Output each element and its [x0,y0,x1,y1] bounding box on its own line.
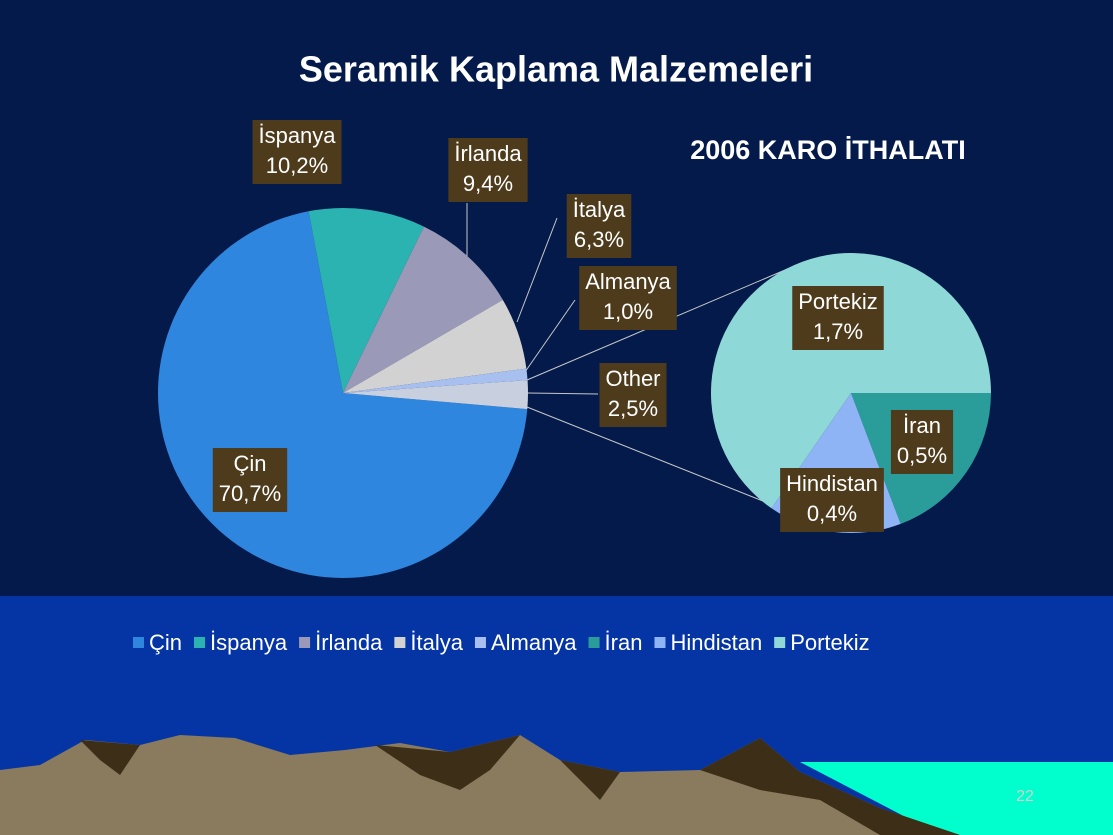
label-name: İspanya [258,123,336,148]
label-value: 0,5% [897,443,947,468]
label-name: Other [605,366,660,391]
legend-label: Almanya [491,630,577,655]
legend-swatch [654,637,665,648]
label-name: Hindistan [786,471,878,496]
data-label: İran 0,5% [891,410,953,474]
page: {"chart_data": {"type": "pie-of-pie", "t… [0,0,1113,835]
data-label: Almanya 1,0% [579,266,677,330]
data-label: Hindistan 0,4% [780,468,884,532]
label-value: 9,4% [463,171,513,196]
legend-label: Çin [149,630,182,655]
legend-label: İtalya [410,630,463,655]
legend-label: İran [605,630,643,655]
legend-label: İrlanda [315,630,383,655]
label-value: 6,3% [574,227,624,252]
chart-subtitle: 2006 KARO İTHALATI [690,135,966,165]
label-name: İtalya [573,197,626,222]
legend-swatch [394,637,405,648]
data-label: Portekiz 1,7% [792,286,883,350]
label-value: 1,7% [813,319,863,344]
legend: Çin İspanya İrlanda İtalya Almanya İran Hindis… [133,630,870,655]
label-name: Portekiz [798,289,877,314]
label-value: 0,4% [807,501,857,526]
label-name: İran [903,413,941,438]
legend-entry: Hindistan [654,630,762,655]
label-value: 1,0% [603,299,653,324]
chart-title: Seramik Kaplama Malzemeleri [299,49,813,90]
legend-label: Portekiz [790,630,869,655]
legend-label: Hindistan [670,630,762,655]
legend-swatch [133,637,144,648]
legend-swatch [299,637,310,648]
label-value: 2,5% [608,396,658,421]
data-label: İspanya 10,2% [252,120,341,184]
label-value: 70,7% [219,481,281,506]
label-value: 10,2% [266,153,328,178]
data-label: Other 2,5% [599,363,666,427]
legend-swatch [475,637,486,648]
slide: Seramik Kaplama Malzemeleri 2006 KARO İT… [0,0,1113,835]
label-name: Almanya [585,269,671,294]
legend-swatch [589,637,600,648]
legend-swatch [194,637,205,648]
data-label: Çin 70,7% [213,448,287,512]
label-name: İrlanda [454,141,522,166]
legend-swatch [774,637,785,648]
slide-number: 22 [1016,788,1034,805]
data-label: İtalya 6,3% [567,194,632,258]
legend-entry: Almanya [475,630,577,655]
label-name: Çin [233,451,266,476]
legend-label: İspanya [210,630,288,655]
data-label: İrlanda 9,4% [448,138,527,202]
